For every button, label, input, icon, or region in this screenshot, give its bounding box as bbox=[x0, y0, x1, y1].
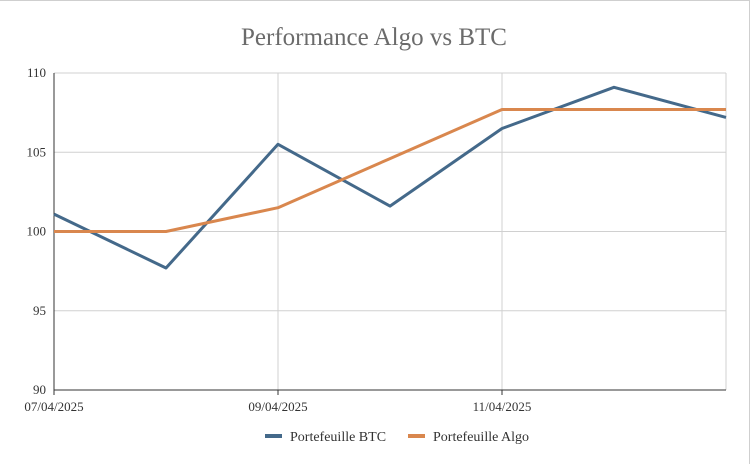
legend-item: Portefeuille Algo bbox=[408, 430, 529, 445]
y-tick-label: 105 bbox=[27, 144, 47, 159]
series-line-portefeuille-btc bbox=[53, 85, 727, 270]
y-tick-label: 90 bbox=[33, 382, 46, 397]
legend: Portefeuille BTC Portefeuille Algo bbox=[265, 430, 529, 445]
x-tick-label: 11/04/2025 bbox=[473, 399, 532, 414]
legend-label: Portefeuille BTC bbox=[290, 430, 386, 445]
chart-title: Performance Algo vs BTC bbox=[241, 24, 507, 51]
x-tick-label: 09/04/2025 bbox=[248, 399, 307, 414]
series-line-portefeuille-algo bbox=[54, 108, 726, 233]
legend-item: Portefeuille BTC bbox=[265, 430, 386, 445]
axes bbox=[53, 73, 726, 395]
series-lines bbox=[53, 85, 727, 270]
y-tick-label: 110 bbox=[27, 65, 46, 80]
y-tick-label: 95 bbox=[33, 303, 46, 318]
x-axis-ticks: 07/04/2025 09/04/2025 11/04/2025 bbox=[24, 399, 531, 414]
legend-label: Portefeuille Algo bbox=[433, 430, 529, 445]
x-tick-label: 07/04/2025 bbox=[24, 399, 83, 414]
y-tick-label: 100 bbox=[27, 224, 47, 239]
y-axis-ticks: 90 95 100 105 110 bbox=[27, 65, 47, 397]
